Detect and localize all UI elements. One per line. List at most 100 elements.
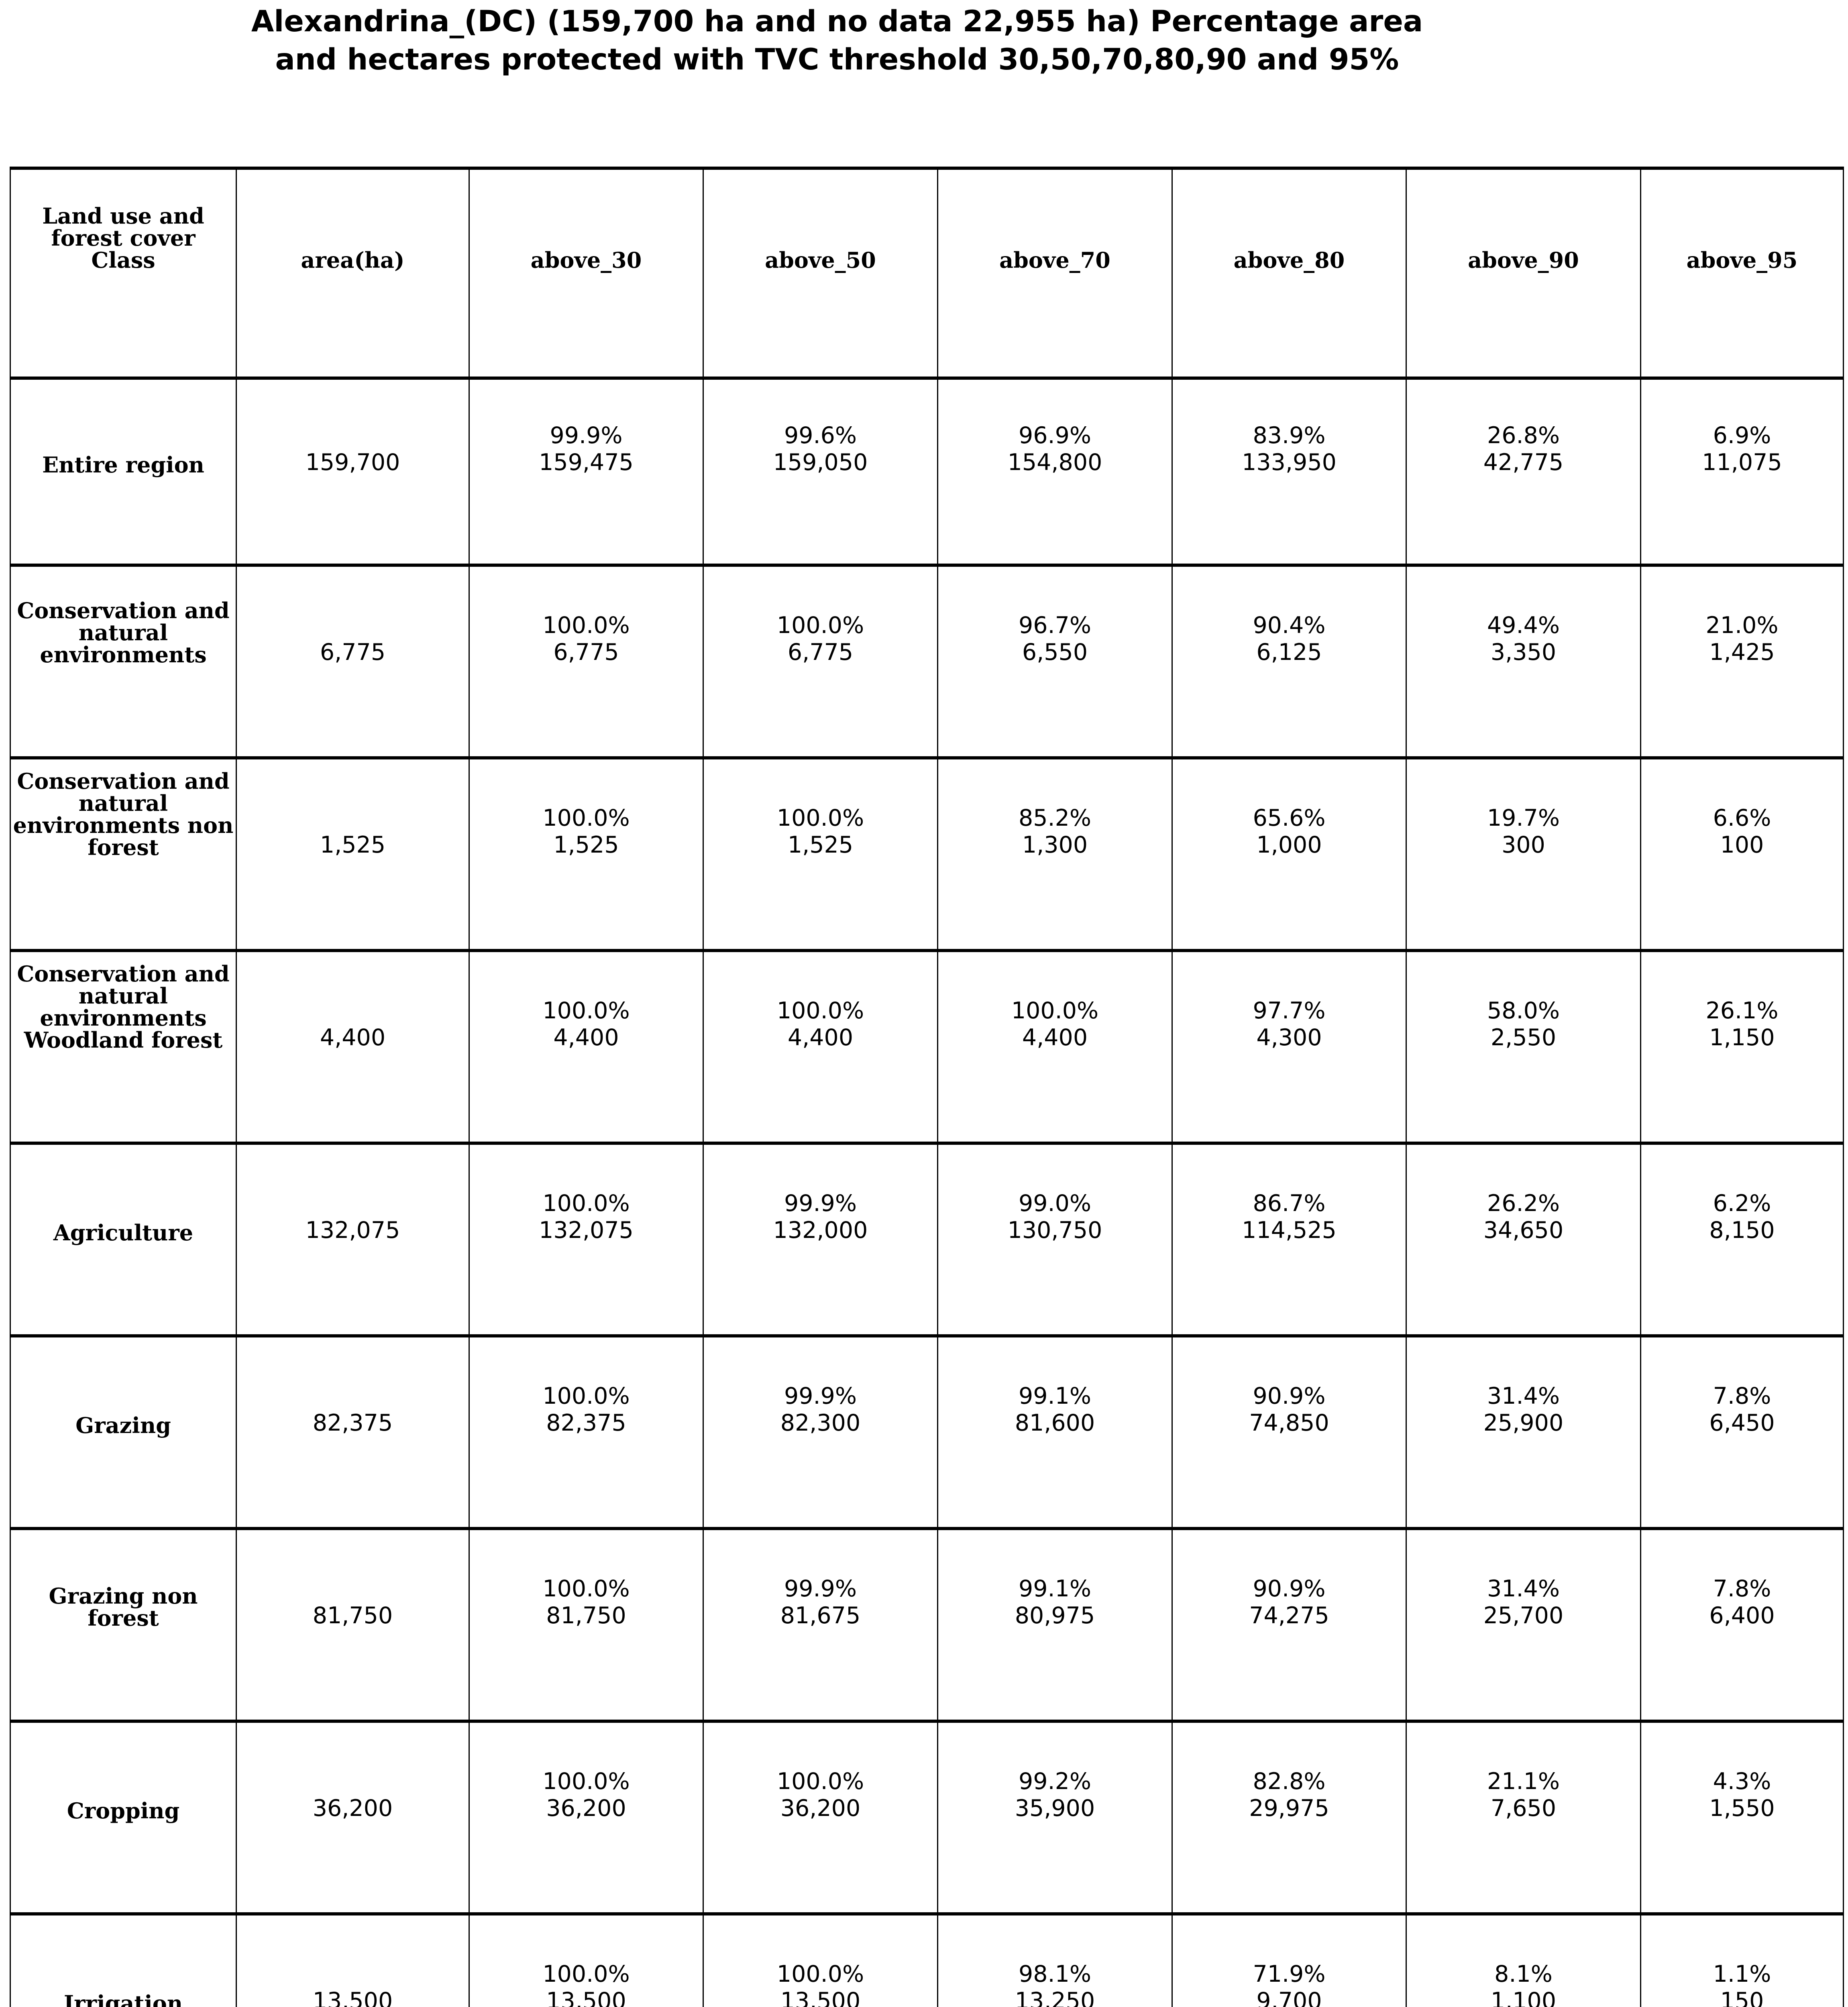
- percent-value: 6.6%: [1713, 805, 1771, 831]
- percent-value: 99.9%: [784, 1383, 857, 1409]
- percent-value: 19.7%: [1487, 805, 1560, 831]
- area-cell: 82,375: [237, 1337, 469, 1527]
- data-cell: 100.0% 6,775: [704, 567, 937, 756]
- row-label: Agriculture: [53, 1220, 194, 1246]
- data-cell: 90.9% 74,275: [1173, 1530, 1406, 1720]
- percent-value: 100.0%: [542, 1768, 630, 1795]
- percent-value: 58.0%: [1487, 997, 1560, 1024]
- hectares-value: 1,100: [1490, 1988, 1557, 2007]
- percent-value: 100.0%: [542, 612, 630, 639]
- data-cell: 99.6% 159,050: [704, 380, 937, 564]
- data-cell: 4.3% 1,550: [1641, 1723, 1843, 1912]
- hectares-value: 132,075: [539, 1217, 634, 1244]
- hectares-value: 133,950: [1242, 449, 1337, 476]
- hectares-value: 1,000: [1256, 832, 1322, 858]
- hectares-value: 74,275: [1249, 1602, 1329, 1629]
- hectares-value: 3,350: [1490, 639, 1557, 666]
- header-label: above_50: [765, 247, 876, 273]
- percent-value: 6.9%: [1713, 422, 1771, 449]
- data-cell: 98.1% 13,250: [938, 1915, 1172, 2007]
- data-cell: 100.0% 4,400: [470, 952, 703, 1142]
- row-label-cell: Conservation and natural environments: [11, 567, 236, 756]
- data-cell: 99.2% 35,900: [938, 1723, 1172, 1912]
- hectares-value: 8,150: [1709, 1217, 1775, 1244]
- percent-value: 100.0%: [776, 612, 864, 639]
- area-value: 6,775: [320, 639, 386, 666]
- hectares-value: 159,050: [773, 449, 868, 476]
- percent-value: 6.2%: [1713, 1190, 1771, 1217]
- row-label-cell: Grazing non forest: [11, 1530, 236, 1720]
- row-label: Entire region: [42, 452, 204, 478]
- data-cell: 49.4% 3,350: [1407, 567, 1640, 756]
- percent-value: 83.9%: [1253, 422, 1326, 449]
- hectares-value: 1,150: [1709, 1024, 1775, 1051]
- hectares-value: 1,525: [787, 832, 854, 858]
- area-cell: 4,400: [237, 952, 469, 1142]
- data-cell: 6.6% 100: [1641, 759, 1843, 949]
- hectares-value: 13,250: [1015, 1988, 1095, 2007]
- data-cell: 31.4% 25,900: [1407, 1337, 1640, 1527]
- data-cell: 58.0% 2,550: [1407, 952, 1640, 1142]
- percent-value: 100.0%: [542, 1190, 630, 1217]
- data-cell: 100.0% 132,075: [470, 1145, 703, 1334]
- row-label: Cropping: [67, 1798, 180, 1824]
- row-label-cell: Agriculture: [11, 1145, 236, 1334]
- row-label: Conservation and natural environments no…: [13, 768, 234, 860]
- percent-value: 100.0%: [542, 1961, 630, 1987]
- data-cell: 100.0% 1,525: [704, 759, 937, 949]
- percent-value: 99.6%: [784, 422, 857, 449]
- data-cell: 7.8% 6,450: [1641, 1337, 1843, 1527]
- percent-value: 49.4%: [1487, 612, 1560, 639]
- percent-value: 100.0%: [1011, 997, 1099, 1024]
- row-label-cell: Cropping: [11, 1723, 236, 1912]
- row-label-cell: Irrigation: [11, 1915, 236, 2007]
- data-table: Land use and forest cover Class area(ha)…: [10, 167, 1844, 2007]
- hectares-value: 1,300: [1022, 832, 1088, 858]
- percent-value: 100.0%: [776, 997, 864, 1024]
- percent-value: 100.0%: [542, 805, 630, 831]
- row-label: Conservation and natural environments Wo…: [17, 961, 230, 1053]
- hectares-value: 11,075: [1702, 449, 1782, 476]
- percent-value: 97.7%: [1253, 997, 1326, 1024]
- header-label: above_90: [1468, 247, 1579, 273]
- page-title: Alexandrina_(DC) (159,700 ha and no data…: [189, 2, 1485, 79]
- data-cell: 26.8% 42,775: [1407, 380, 1640, 564]
- hectares-value: 9,700: [1256, 1988, 1322, 2007]
- data-cell: 100.0% 4,400: [704, 952, 937, 1142]
- hectares-value: 13,500: [780, 1988, 861, 2007]
- data-cell: 100.0% 82,375: [470, 1337, 703, 1527]
- row-label: Grazing non forest: [49, 1583, 198, 1631]
- row-label-cell: Conservation and natural environments no…: [11, 759, 236, 949]
- hectares-value: 36,200: [780, 1795, 861, 1822]
- hectares-value: 36,200: [546, 1795, 626, 1822]
- header-cell-above90: above_90: [1407, 170, 1640, 377]
- header-label: above_70: [999, 247, 1110, 273]
- hectares-value: 6,775: [787, 639, 854, 666]
- percent-value: 90.9%: [1253, 1575, 1326, 1602]
- percent-value: 31.4%: [1487, 1575, 1560, 1602]
- percent-value: 8.1%: [1494, 1961, 1553, 1987]
- hectares-value: 34,650: [1483, 1217, 1564, 1244]
- percent-value: 86.7%: [1253, 1190, 1326, 1217]
- hectares-value: 4,400: [1022, 1024, 1088, 1051]
- hectares-value: 150: [1720, 1988, 1764, 2007]
- data-cell: 100.0% 36,200: [704, 1723, 937, 1912]
- area-cell: 1,525: [237, 759, 469, 949]
- area-cell: 36,200: [237, 1723, 469, 1912]
- header-label: Land use and forest cover Class: [42, 203, 204, 273]
- hectares-value: 82,375: [546, 1410, 626, 1436]
- data-cell: 21.0% 1,425: [1641, 567, 1843, 756]
- hectares-value: 25,900: [1483, 1410, 1564, 1436]
- header-label: area(ha): [301, 247, 405, 273]
- percent-value: 7.8%: [1713, 1383, 1771, 1409]
- data-cell: 85.2% 1,300: [938, 759, 1172, 949]
- area-value: 4,400: [320, 1024, 386, 1051]
- hectares-value: 6,775: [553, 639, 619, 666]
- data-cell: 83.9% 133,950: [1173, 380, 1406, 564]
- data-cell: 7.8% 6,400: [1641, 1530, 1843, 1720]
- percent-value: 99.9%: [550, 422, 623, 449]
- header-cell-above80: above_80: [1173, 170, 1406, 377]
- data-cell: 26.2% 34,650: [1407, 1145, 1640, 1334]
- data-cell: 99.9% 132,000: [704, 1145, 937, 1334]
- header-cell-area: area(ha): [237, 170, 469, 377]
